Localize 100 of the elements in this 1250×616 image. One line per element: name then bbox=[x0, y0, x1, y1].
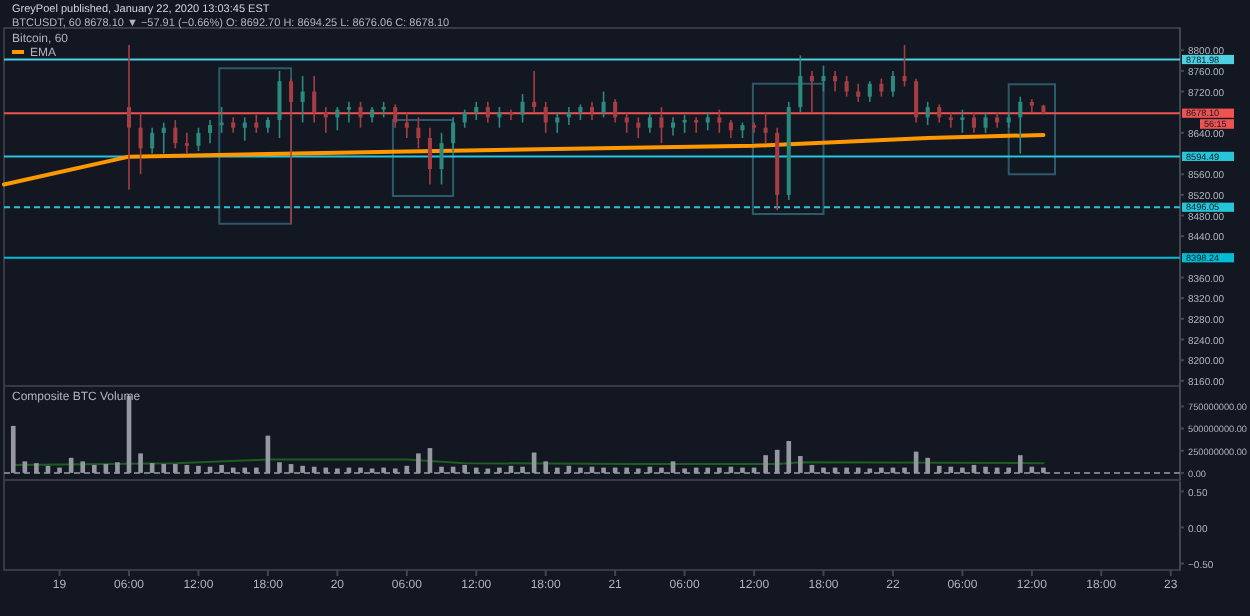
bar bbox=[219, 464, 224, 473]
line-series bbox=[2, 132, 1046, 187]
bar bbox=[717, 467, 722, 473]
candlestick bbox=[856, 82, 861, 103]
candlestick bbox=[358, 101, 363, 129]
candlestick bbox=[763, 111, 768, 144]
candlestick bbox=[948, 111, 953, 129]
bar bbox=[10, 425, 16, 473]
candlestick bbox=[532, 70, 537, 113]
bar bbox=[798, 456, 803, 473]
candlestick bbox=[312, 75, 317, 124]
bar bbox=[473, 467, 479, 473]
bar bbox=[925, 457, 930, 473]
bar bbox=[439, 466, 444, 473]
bar bbox=[960, 467, 965, 473]
bar bbox=[705, 467, 711, 473]
candlestick bbox=[636, 116, 641, 139]
candlestick bbox=[242, 116, 247, 142]
bar bbox=[57, 467, 62, 473]
candlestick bbox=[844, 75, 849, 98]
candlestick bbox=[254, 113, 259, 134]
candlestick bbox=[902, 44, 907, 88]
bar bbox=[462, 464, 467, 473]
candlestick bbox=[346, 101, 351, 124]
candlestick bbox=[184, 132, 189, 155]
candlestick bbox=[879, 77, 884, 98]
bar bbox=[172, 464, 178, 473]
bar bbox=[300, 465, 305, 473]
candlestick bbox=[682, 113, 687, 134]
bar bbox=[254, 467, 259, 473]
candlestick bbox=[485, 101, 490, 124]
bar bbox=[381, 467, 386, 473]
bar bbox=[80, 461, 86, 473]
candlestick bbox=[150, 126, 155, 155]
bar bbox=[543, 461, 549, 473]
candlestick bbox=[1018, 95, 1023, 155]
candlestick bbox=[937, 103, 942, 124]
candlestick bbox=[659, 106, 664, 144]
candlestick bbox=[208, 119, 213, 144]
candlestick bbox=[543, 101, 548, 134]
candlestick bbox=[566, 106, 571, 126]
bar bbox=[115, 462, 120, 473]
candlestick bbox=[404, 111, 409, 139]
bar bbox=[34, 463, 39, 473]
bar bbox=[1006, 467, 1012, 473]
candlestick bbox=[497, 106, 502, 129]
bar bbox=[855, 467, 861, 473]
candlestick bbox=[647, 111, 652, 134]
candlestick bbox=[613, 98, 618, 124]
bar bbox=[404, 465, 410, 473]
candlestick bbox=[474, 101, 479, 121]
bar bbox=[358, 467, 363, 473]
bar bbox=[659, 467, 664, 473]
candlestick bbox=[126, 44, 132, 191]
candlestick bbox=[960, 108, 965, 134]
candlestick bbox=[393, 103, 398, 129]
bar bbox=[740, 467, 745, 473]
candlestick bbox=[671, 116, 676, 137]
candlestick bbox=[323, 106, 328, 134]
bar bbox=[277, 462, 282, 473]
bar bbox=[879, 467, 884, 473]
candlestick bbox=[439, 132, 444, 186]
bar bbox=[902, 467, 907, 473]
candlestick bbox=[277, 70, 282, 139]
candlestick bbox=[427, 126, 432, 186]
bar bbox=[763, 455, 768, 473]
candlestick bbox=[416, 116, 421, 150]
bar bbox=[520, 466, 525, 473]
candlestick bbox=[161, 121, 166, 155]
candlestick bbox=[300, 75, 305, 124]
candlestick bbox=[728, 119, 733, 139]
candlestick bbox=[971, 111, 976, 134]
candlestick bbox=[196, 126, 201, 152]
bar bbox=[578, 467, 583, 473]
bar bbox=[497, 467, 502, 473]
bar bbox=[983, 466, 988, 473]
candlestick bbox=[520, 93, 525, 124]
bar bbox=[936, 465, 942, 473]
candlestick bbox=[335, 106, 340, 132]
candlestick bbox=[798, 54, 803, 113]
bar bbox=[196, 465, 201, 473]
candlestick bbox=[462, 108, 467, 129]
bar bbox=[1017, 455, 1023, 473]
bar bbox=[323, 467, 329, 473]
bar bbox=[821, 467, 826, 473]
candlestick bbox=[809, 70, 814, 113]
bar bbox=[242, 467, 248, 473]
candlestick bbox=[717, 108, 722, 134]
candlestick bbox=[589, 101, 595, 121]
bar bbox=[22, 461, 28, 473]
bar bbox=[416, 453, 421, 473]
candlestick bbox=[289, 77, 294, 225]
candlestick bbox=[694, 116, 699, 134]
bar bbox=[786, 440, 792, 473]
candlestick bbox=[705, 111, 710, 132]
bar bbox=[601, 467, 606, 473]
candlestick bbox=[821, 64, 826, 93]
candlestick bbox=[555, 111, 560, 134]
bar bbox=[161, 464, 167, 473]
bar bbox=[138, 453, 143, 473]
